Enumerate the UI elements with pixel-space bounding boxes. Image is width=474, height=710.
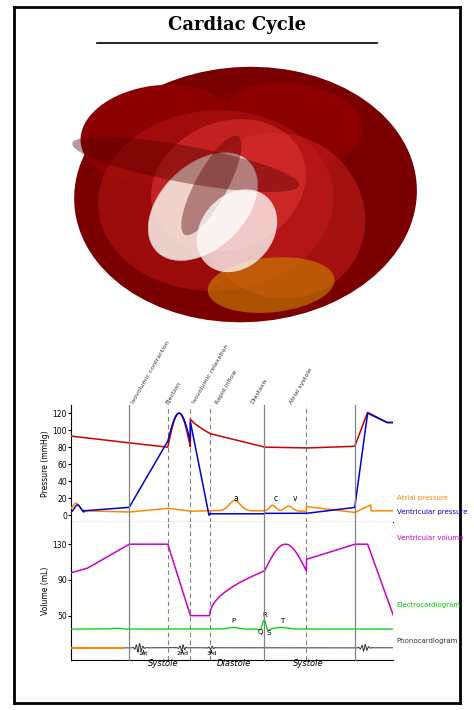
Text: 1st: 1st [139, 650, 148, 656]
Text: a: a [233, 493, 238, 503]
Text: Phonocardiogram: Phonocardiogram [397, 638, 458, 644]
Ellipse shape [181, 136, 242, 235]
Ellipse shape [194, 133, 365, 298]
Y-axis label: Volume (mL): Volume (mL) [41, 567, 50, 616]
Text: c: c [273, 493, 278, 503]
Ellipse shape [151, 119, 306, 252]
Text: R: R [262, 611, 267, 618]
Text: Isovolumic relaxation: Isovolumic relaxation [192, 344, 230, 405]
Ellipse shape [74, 67, 417, 322]
Text: Diastasis: Diastasis [250, 378, 268, 405]
Text: T: T [280, 618, 284, 624]
Ellipse shape [73, 136, 299, 192]
Ellipse shape [81, 84, 240, 184]
Ellipse shape [98, 110, 333, 291]
Text: Rapid inflow: Rapid inflow [215, 369, 238, 405]
Text: Ventricular pressure: Ventricular pressure [397, 510, 467, 515]
Text: Isovolumic contraction: Isovolumic contraction [131, 340, 171, 405]
Text: Ventricular volume: Ventricular volume [397, 535, 463, 542]
Ellipse shape [214, 82, 363, 168]
Text: 3rd: 3rd [206, 650, 217, 656]
Text: Ejection: Ejection [164, 381, 182, 405]
Text: Systole: Systole [292, 659, 323, 667]
Text: Diastole: Diastole [217, 659, 251, 667]
Text: v: v [293, 493, 297, 503]
Text: 2nd: 2nd [176, 650, 188, 656]
Ellipse shape [197, 190, 277, 272]
Ellipse shape [208, 257, 335, 313]
Text: Q: Q [258, 629, 264, 635]
Ellipse shape [148, 153, 257, 261]
Text: Atrial pressure: Atrial pressure [397, 496, 447, 501]
Text: Atrial systole: Atrial systole [289, 367, 313, 405]
Text: Electrocardiogram: Electrocardiogram [397, 602, 461, 608]
Text: S: S [267, 630, 271, 636]
Text: P: P [232, 618, 236, 624]
Text: Cardiac Cycle: Cardiac Cycle [168, 16, 306, 34]
Y-axis label: Pressure (mmHg): Pressure (mmHg) [41, 430, 50, 496]
Text: Systole: Systole [147, 659, 178, 667]
